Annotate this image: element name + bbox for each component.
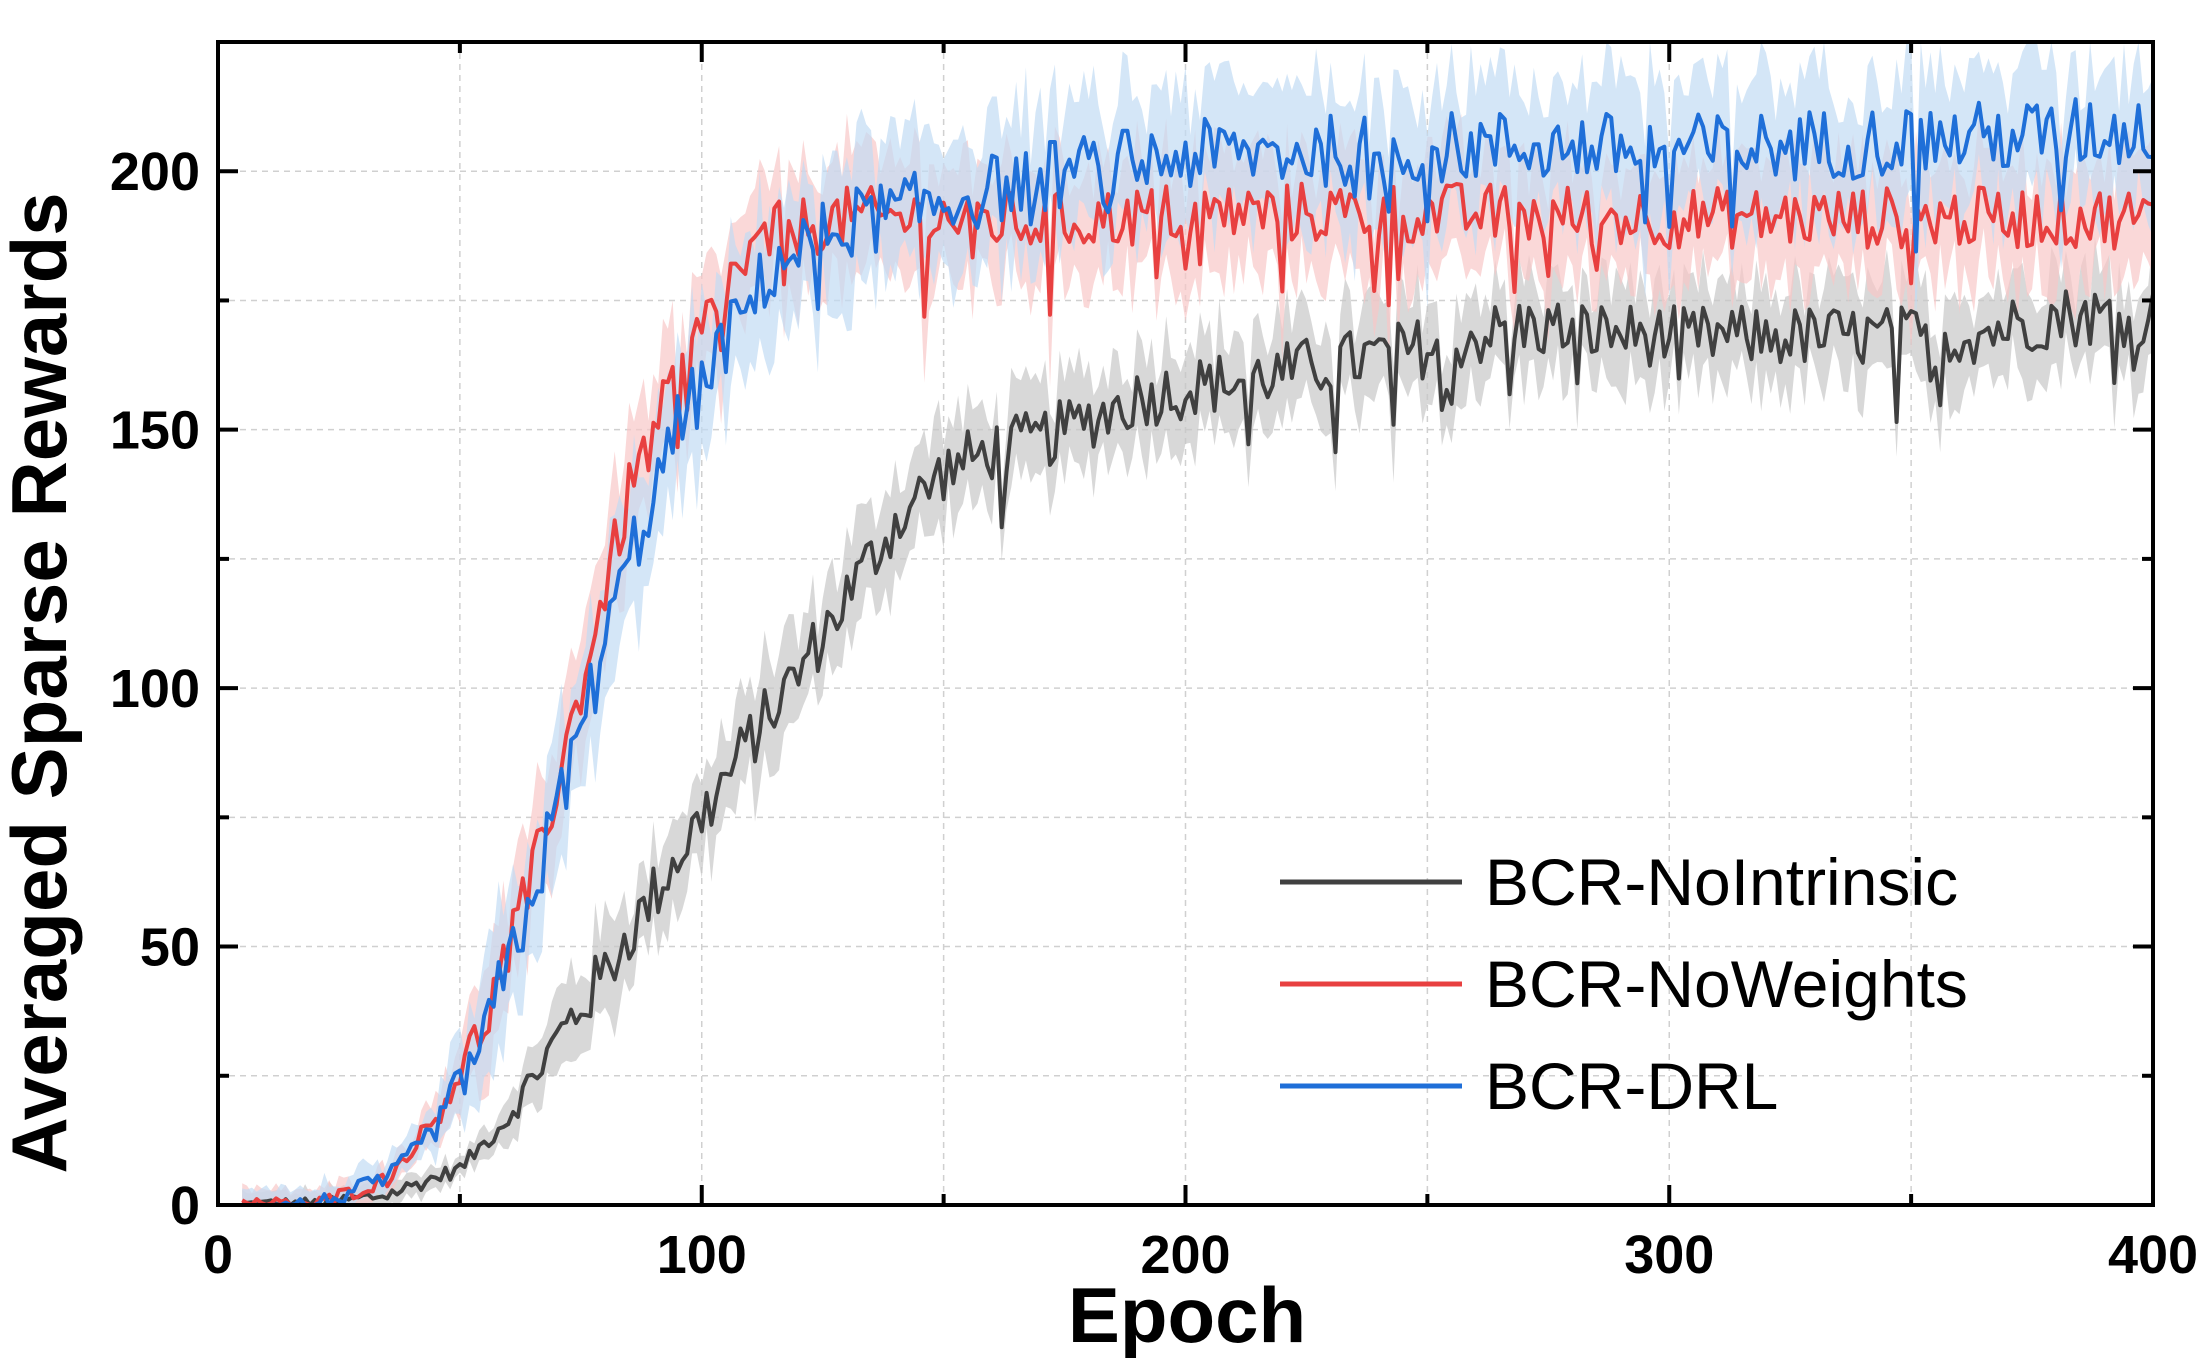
band-bcr-noweights	[242, 113, 2154, 1205]
x-tick-label: 0	[203, 1225, 233, 1285]
series-line-bcr-nointrinsic	[242, 289, 2155, 1207]
legend-label: BCR-DRL	[1485, 1049, 1778, 1123]
x-tick-label: 400	[2108, 1225, 2198, 1285]
x-axis-label: Epoch	[1068, 1271, 1306, 1359]
axis-ticks	[216, 42, 2155, 1207]
x-tick-labels: 0 100 200 300 400	[203, 1225, 2198, 1285]
y-tick-labels: 0 50 100 150 200	[110, 142, 200, 1236]
y-tick-label: 50	[140, 918, 200, 978]
series-lines	[241, 97, 2155, 1207]
legend: BCR-NoIntrinsic BCR-NoWeights BCR-DRL	[1280, 845, 1968, 1123]
y-tick-label: 100	[110, 659, 200, 719]
legend-label: BCR-NoWeights	[1485, 947, 1968, 1021]
y-tick-label: 200	[110, 142, 200, 202]
x-tick-label: 200	[1140, 1225, 1230, 1285]
y-tick-label: 0	[170, 1176, 200, 1236]
x-tick-label: 100	[657, 1225, 747, 1285]
y-axis-label: Averaged Sparse Rewards	[0, 192, 83, 1173]
series-line-bcr-drl	[242, 97, 2154, 1207]
legend-label: BCR-NoIntrinsic	[1485, 845, 1958, 919]
x-tick-label: 300	[1624, 1225, 1714, 1285]
y-tick-label: 150	[110, 401, 200, 461]
band-bcr-nointrinsic	[242, 236, 2154, 1206]
